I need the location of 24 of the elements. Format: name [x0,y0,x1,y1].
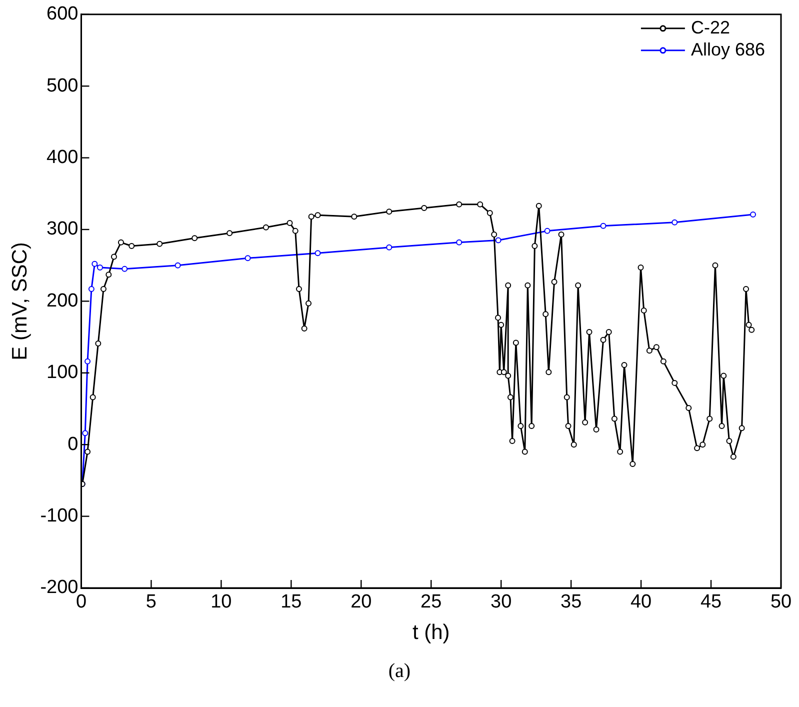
y-tick-label: 200 [46,290,78,312]
y-tick-label: -200 [40,577,78,598]
x-tick-label: 45 [700,592,722,613]
y-tick-label: 300 [46,218,78,240]
y-tick-label: 500 [46,75,78,96]
x-tick-label: 40 [630,592,652,613]
y-tick-label: 0 [68,434,78,455]
y-axis-title: E (mV, SSC) [8,242,32,360]
y-tick-label: 600 [46,4,78,25]
y-tick-label: -100 [40,506,78,527]
legend-label: Alloy 686 [690,39,766,60]
x-tick-label: 5 [146,592,156,613]
x-axis-title: t (h) [412,621,450,644]
x-tick-label: 35 [560,592,582,613]
x-tick-label: 30 [490,592,512,613]
x-tick-label: 50 [770,592,792,613]
x-tick-label: 10 [210,592,232,613]
x-tick-label: 25 [420,592,442,613]
x-tick-label: 20 [350,592,372,613]
legend-label: C-22 [690,17,730,38]
y-tick-label: 100 [46,362,78,384]
text: (a) [387,660,412,683]
x-tick-label: 15 [280,592,302,613]
y-tick-label: 400 [46,147,78,168]
